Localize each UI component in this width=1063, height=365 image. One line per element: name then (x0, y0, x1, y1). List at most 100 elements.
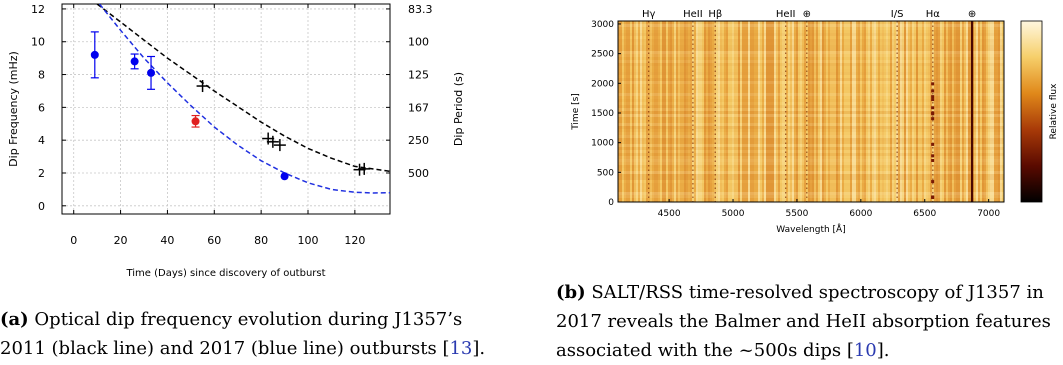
heatmap-column (658, 21, 660, 202)
heatmap-column (814, 21, 816, 202)
heatmap-row (618, 108, 1004, 111)
model-curve (98, 4, 390, 194)
heatmap-column (792, 21, 794, 202)
heatmap-column (976, 21, 978, 202)
heatmap-column (822, 21, 824, 202)
heatmap-column (860, 21, 862, 202)
heatmap-column (808, 21, 810, 202)
heatmap-row (618, 30, 1004, 33)
heatmap-row (618, 165, 1004, 168)
caption-b: (b) SALT/RSS time-resolved spectroscopy … (556, 278, 1063, 365)
heatmap-column (858, 21, 860, 202)
heatmap-column (1002, 21, 1004, 202)
heatmap-column (900, 21, 902, 202)
heatmap-column (758, 21, 760, 202)
heatmap-rows (618, 21, 1004, 198)
heatmap-column (990, 21, 992, 202)
heatmap-column (750, 21, 752, 202)
x-tick-label: 60 (207, 234, 221, 247)
heatmap-column (630, 21, 632, 202)
heatmap-row (618, 150, 1004, 153)
x-tick-label: 4500 (658, 209, 681, 219)
heatmap-row (618, 189, 1004, 192)
heatmap-column (762, 21, 764, 202)
x-tick-label: 120 (344, 234, 365, 247)
x-tick-label: 100 (298, 234, 319, 247)
y-tick-label: 6 (38, 101, 45, 114)
x-tick-label: 6500 (913, 209, 936, 219)
line-label: HeII (683, 9, 703, 20)
heatmap-column (622, 21, 624, 202)
heatmap-column (640, 21, 642, 202)
halpha-spot (931, 158, 935, 162)
heatmap-column (656, 21, 658, 202)
heatmap-column (850, 21, 852, 202)
heatmap-row (618, 78, 1004, 81)
heatmap-column (646, 21, 648, 202)
heatmap-column (760, 21, 762, 202)
heatmap-column (770, 21, 772, 202)
heatmap-column (702, 21, 704, 202)
heatmap-column (754, 21, 756, 202)
heatmap-column (726, 21, 728, 202)
heatmap-column (634, 21, 636, 202)
figure-a-svg: 0 20 40 60 80 100 120 0 2 4 6 8 10 12 83.3 100 125 167 250… (7, 3, 465, 279)
right-tick-label: 100 (408, 36, 429, 49)
y-tick-label: 8 (38, 69, 45, 82)
heatmap-row (618, 90, 1004, 93)
y-tick-label: 1500 (591, 109, 614, 119)
heatmap-row (618, 141, 1004, 144)
heatmap-column (738, 21, 740, 202)
model-curves (96, 4, 390, 194)
data-point (130, 57, 139, 66)
halpha-spot (931, 180, 935, 184)
caption-a-text-1: Optical dip frequency evolution during J… (28, 309, 463, 330)
heatmap-column (752, 21, 754, 202)
heatmap-column (772, 21, 774, 202)
heatmap-column (940, 21, 942, 202)
heatmap-column (712, 21, 714, 202)
heatmap-column (978, 21, 980, 202)
heatmap-column (998, 21, 1000, 202)
heatmap-column (890, 21, 892, 202)
figure-b-trailed-spectrum: 4500 5000 5500 6000 6500 7000 0 500 1000 1500 2000… (540, 0, 1063, 250)
heatmap-column (800, 21, 802, 202)
heatmap-column (686, 21, 688, 202)
x-tick-label: 5000 (722, 209, 745, 219)
caption-b-citation-link[interactable]: 10 (853, 340, 877, 361)
heatmap-column (942, 21, 944, 202)
heatmap-row (618, 174, 1004, 177)
heatmap-row (618, 39, 1004, 42)
heatmap-column (994, 21, 996, 202)
heatmap-column (804, 21, 806, 202)
heatmap-row (618, 60, 1004, 63)
heatmap-column (620, 21, 622, 202)
heatmap-row (618, 156, 1004, 159)
halpha-spot (931, 98, 935, 102)
heatmap-column (916, 21, 918, 202)
heatmap-column (946, 21, 948, 202)
heatmap-row (618, 144, 1004, 147)
heatmap-column (818, 21, 820, 202)
heatmap-column (782, 21, 784, 202)
data-point (191, 117, 200, 126)
colorbar-label: Relative flux (1049, 83, 1059, 140)
heatmap-row (618, 114, 1004, 117)
caption-a-line-2: 2011 (black line) and 2017 (blue line) o… (0, 334, 520, 363)
heatmap-column (882, 21, 884, 202)
heatmap-row (618, 57, 1004, 60)
heatmap-column (842, 21, 844, 202)
heatmap-column (676, 21, 678, 202)
heatmap-column (872, 21, 874, 202)
heatmap-column (1000, 21, 1002, 202)
heatmap-column (744, 21, 746, 202)
heatmap-column (662, 21, 664, 202)
heatmap-column (986, 21, 988, 202)
heatmap-column (844, 21, 846, 202)
plot-frame (61, 3, 391, 215)
grid-lines (62, 4, 390, 214)
y-tick-label: 4 (38, 134, 45, 147)
caption-a-citation-link[interactable]: 13 (449, 338, 473, 359)
right-axis-label: Dip Period (s) (452, 72, 465, 146)
figure-b-svg: 4500 5000 5500 6000 6500 7000 0 500 1000 1500 2000… (571, 9, 1059, 235)
